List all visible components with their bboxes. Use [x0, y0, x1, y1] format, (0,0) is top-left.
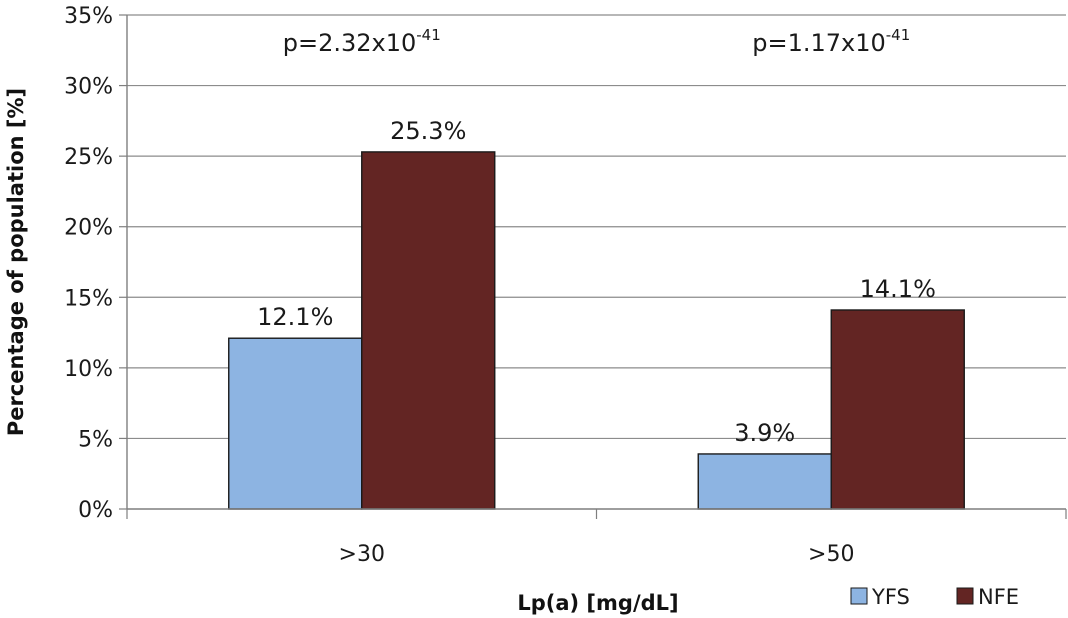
- x-tick-label: >50: [808, 542, 854, 567]
- bar-yfs-2: [697, 453, 832, 510]
- p-value-annotation: p=2.32x10-41: [283, 26, 441, 57]
- legend-swatch-nfe: [956, 587, 974, 605]
- p-value-base: p=2.32x10: [283, 29, 417, 57]
- data-label: 14.1%: [860, 275, 936, 303]
- data-label: 25.3%: [390, 117, 466, 145]
- bar-nfe-2: [830, 309, 965, 510]
- y-tick-label: 20%: [64, 216, 113, 241]
- y-tick-label: 35%: [64, 4, 113, 29]
- x-tick-labels: >30 >50: [339, 542, 855, 567]
- y-tick-label: 30%: [64, 75, 113, 100]
- annotations: p=2.32x10-41 p=1.17x10-41: [283, 26, 911, 57]
- y-tick-label: 15%: [64, 286, 113, 311]
- x-tick-label: >30: [339, 542, 385, 567]
- y-tick-label: 10%: [64, 357, 113, 382]
- legend-swatch-yfs: [850, 587, 868, 605]
- p-value-exponent: -41: [416, 26, 441, 44]
- p-value-exponent: -41: [886, 26, 911, 44]
- legend-label: NFE: [978, 585, 1019, 609]
- bars: [228, 151, 965, 510]
- data-label: 12.1%: [257, 303, 333, 331]
- y-tick-labels: 0% 5% 10% 15% 20% 25% 30% 35%: [64, 4, 113, 523]
- y-tick-label: 25%: [64, 145, 113, 170]
- bar-yfs-1: [228, 337, 363, 510]
- y-tick-label: 0%: [78, 498, 113, 523]
- p-value-base: p=1.17x10: [752, 29, 886, 57]
- data-labels: 12.1% 25.3% 3.9% 14.1%: [257, 117, 936, 447]
- data-label: 3.9%: [734, 419, 795, 447]
- y-axis-title: Percentage of population [%]: [4, 88, 28, 436]
- x-axis-title: Lp(a) [mg/dL]: [517, 591, 678, 615]
- bar-nfe-1: [361, 151, 496, 510]
- y-tick-label: 5%: [78, 427, 113, 452]
- axes: [126, 15, 1067, 519]
- legend: YFS NFE: [850, 585, 1019, 609]
- legend-label: YFS: [871, 585, 910, 609]
- p-value-annotation: p=1.17x10-41: [752, 26, 910, 57]
